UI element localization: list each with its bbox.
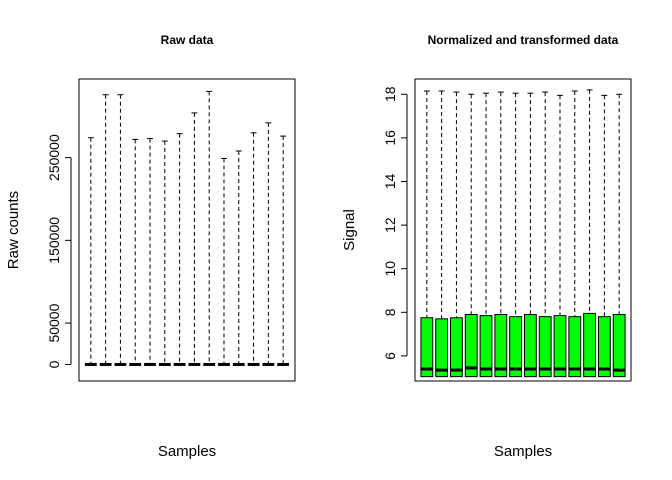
normalized-data-box-sample-13 [597, 94, 611, 378]
normalized-data-title: Normalized and transformed data [428, 33, 619, 47]
box [509, 316, 523, 378]
raw-data-box-sample-7 [173, 133, 186, 366]
normalized-data-box-sample-6 [494, 91, 508, 378]
raw-data-box-sample-10 [218, 157, 230, 366]
normalized-data-y-axis-label: Signal [341, 209, 358, 251]
normalized-data-y-tick-label: 18 [382, 86, 398, 102]
raw-data-y-tick-label: 150000 [46, 217, 62, 264]
normalized-data-y-tick-label: 8 [382, 308, 398, 316]
raw-data-box-sample-3 [114, 94, 127, 366]
normalized-data-panel: Normalized and transformed data Samples … [341, 33, 632, 460]
normalized-data-y-tick-label: 6 [382, 352, 398, 360]
normalized-data-box-sample-12 [583, 89, 596, 378]
raw-data-y-tick-label: 250000 [46, 134, 62, 181]
raw-data-box-sample-9 [203, 90, 216, 366]
raw-data-box-sample-11 [232, 150, 245, 366]
normalized-data-box-sample-11 [568, 90, 582, 378]
box [612, 313, 626, 378]
raw-data-plot-frame [78, 78, 296, 382]
raw-data-title: Raw data [161, 33, 214, 47]
raw-data-y-tick-label: 50000 [46, 303, 62, 342]
box [420, 317, 434, 378]
raw-data-panel: Raw data Samples Raw counts 0 50000 150000… [5, 33, 296, 460]
raw-data-box-sample-4 [129, 138, 142, 366]
normalized-data-box-sample-9 [538, 91, 552, 378]
box [435, 318, 449, 378]
normalized-data-y-tick-label: 14 [382, 173, 398, 189]
box [479, 315, 493, 378]
normalized-data-x-axis-label: Samples [494, 443, 552, 460]
box [450, 317, 463, 378]
box [523, 313, 537, 378]
normalized-data-box-sample-14 [612, 93, 626, 378]
box [464, 313, 478, 378]
normalized-data-y-tick-label: 16 [382, 130, 398, 146]
raw-data-box-sample-2 [99, 94, 112, 366]
normalized-data-box-sample-8 [523, 92, 537, 378]
raw-data-box-sample-6 [158, 140, 171, 366]
normalized-data-box-sample-3 [450, 91, 463, 378]
box [538, 316, 552, 378]
raw-data-box-sample-12 [247, 132, 260, 366]
normalized-data-box-sample-1 [420, 90, 434, 378]
raw-data-x-axis-label: Samples [158, 443, 216, 460]
normalized-data-box-sample-2 [435, 90, 449, 378]
raw-data-box-sample-8 [188, 112, 201, 366]
normalized-data-box-sample-4 [464, 93, 478, 378]
raw-data-y-tick-label: 0 [46, 360, 62, 368]
normalized-data-y-tick-label: 12 [382, 217, 398, 233]
raw-data-box-sample-5 [144, 138, 156, 366]
raw-data-box-sample-14 [277, 135, 290, 366]
box [494, 313, 508, 378]
raw-data-y-axis-label: Raw counts [5, 191, 22, 269]
box [553, 315, 567, 378]
normalized-data-y-tick-label: 10 [382, 261, 398, 277]
normalized-data-plot-frame [414, 78, 632, 382]
normalized-data-box-sample-5 [479, 92, 493, 378]
box [568, 316, 582, 378]
box [583, 312, 596, 378]
normalized-data-box-sample-10 [553, 94, 567, 378]
normalized-data-box-sample-7 [509, 92, 523, 378]
raw-data-box-sample-1 [84, 137, 97, 366]
raw-data-box-sample-13 [262, 122, 275, 366]
box [597, 316, 611, 378]
